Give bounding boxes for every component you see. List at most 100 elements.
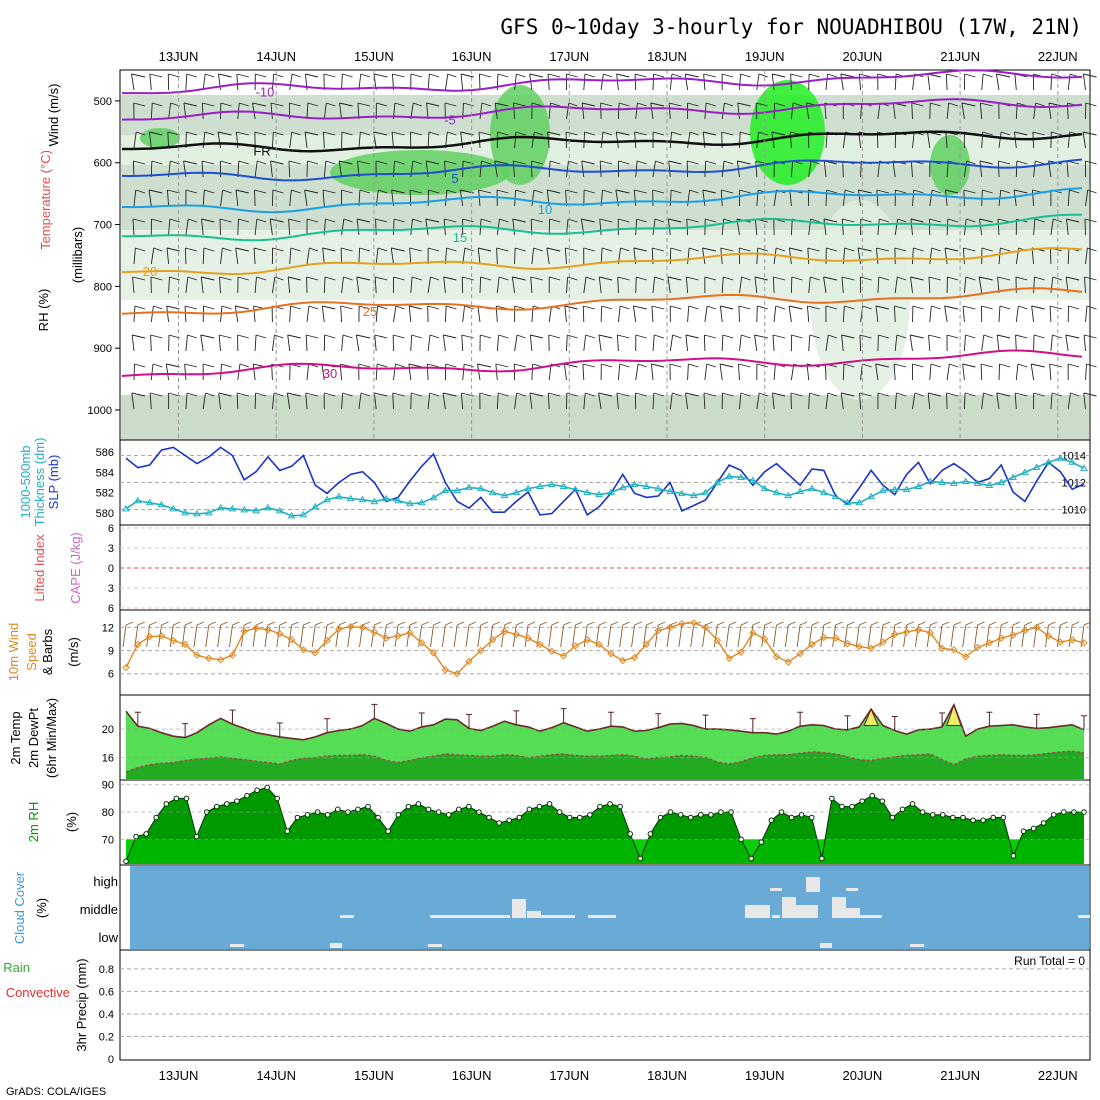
wind-barb-flag <box>723 160 734 165</box>
rh-tick-label: 70 <box>102 834 114 846</box>
thickness-point <box>193 509 201 517</box>
wind-barb-flag <box>186 392 198 397</box>
wind-barb <box>841 218 844 236</box>
wind-barb <box>754 276 758 294</box>
wind-barb-flag <box>1084 218 1097 223</box>
wind-speed-point <box>891 630 899 639</box>
wind-barb <box>929 189 933 207</box>
wind-speed-point <box>299 646 308 654</box>
wind-barb <box>790 73 792 91</box>
wind-barb-flag <box>894 305 907 310</box>
wind-barb <box>289 131 293 149</box>
rh-band <box>121 165 1089 230</box>
wind-barb-flag <box>791 276 803 281</box>
wind-barb <box>461 334 464 352</box>
minmax-title: (6hr Min/Max) <box>44 698 59 778</box>
rh-point <box>415 801 422 807</box>
wind-barb-flag <box>496 247 509 252</box>
wind-barb <box>393 305 397 323</box>
wind-barb <box>912 189 915 207</box>
wind-barb-flag <box>136 131 146 136</box>
wind-barb <box>165 363 170 381</box>
isotherm-line <box>122 69 1083 95</box>
thickness-line <box>125 457 1085 517</box>
wind-barb <box>375 247 379 265</box>
surface-wind-barb <box>1056 624 1061 648</box>
wind-barb-flag <box>928 334 941 339</box>
wind-barb <box>442 334 446 352</box>
isotherm-label: 20 <box>143 264 157 279</box>
wind-barb-flag <box>412 218 422 223</box>
wind-speed-point <box>394 632 402 640</box>
date-label-top: 16JUN <box>452 49 492 64</box>
cloud-bar <box>782 897 796 918</box>
wind-barb-flag <box>997 334 1011 339</box>
wind-barb <box>131 73 135 91</box>
wind-barb <box>477 305 481 323</box>
thickness-point <box>831 492 840 500</box>
rh-point <box>385 828 391 835</box>
surface-wind-barb-flag <box>338 621 347 626</box>
thickness-point <box>204 508 213 516</box>
wind-barb-flag <box>411 334 422 339</box>
wind-barb-flag <box>636 218 647 223</box>
wind-barb <box>237 218 239 236</box>
wind-barb-flag <box>306 334 319 339</box>
date-label-bottom: 16JUN <box>452 1068 492 1083</box>
wind-barb-flag <box>342 334 353 339</box>
thickness-point <box>181 508 190 516</box>
wind-barb-flag <box>186 131 198 136</box>
surface-wind-barb <box>359 624 363 648</box>
surface-wind-barb-flag <box>267 621 276 626</box>
surface-wind-barb <box>489 624 494 648</box>
cloud-title: Cloud Cover <box>12 871 27 944</box>
thickness-point <box>287 511 296 519</box>
wind-barb <box>200 276 204 294</box>
surface-wind-barb-flag <box>173 621 181 626</box>
surface-wind-barb-flag <box>882 621 891 626</box>
wind-barb <box>564 247 567 265</box>
wind-barb <box>600 305 603 323</box>
wind-barb <box>754 334 758 352</box>
surface-wind-barb-flag <box>433 621 441 626</box>
lifted-index-title: Lifted Index <box>32 534 47 602</box>
wind-barb <box>719 363 723 381</box>
surface-wind-barb-flag <box>303 621 311 626</box>
wind-barb-flag <box>655 160 665 165</box>
wind-barb-flag <box>1066 276 1080 281</box>
wind-barb <box>702 247 706 265</box>
wind-barb <box>634 73 637 91</box>
wind-barb-flag <box>237 276 249 281</box>
surface-wind-barb-flag <box>658 621 666 626</box>
wind-barb <box>150 160 153 178</box>
surface-wind-barb-flag <box>1001 621 1009 626</box>
wind-barb-flag <box>584 73 595 78</box>
thickness-point <box>264 503 272 511</box>
rh-point <box>193 833 200 840</box>
wind-barb <box>270 102 273 120</box>
wind-barb-flag <box>273 73 284 78</box>
wind-barb <box>1015 305 1019 323</box>
wind-barb-flag <box>1087 189 1097 194</box>
wind-barb <box>892 160 896 178</box>
wind-barb-flag <box>514 305 526 310</box>
surface-wind-barb-flag <box>149 621 157 626</box>
wind-barb <box>790 160 794 178</box>
wind-barb-flag <box>323 131 336 136</box>
wind-barb-flag <box>737 102 751 107</box>
date-label-bottom: 22JUN <box>1038 1068 1078 1083</box>
wind-barb <box>616 73 619 91</box>
wind-barb <box>981 392 984 410</box>
wind-barb-flag <box>169 276 180 281</box>
wind-barb-flag <box>602 131 613 136</box>
wind-barb <box>1065 334 1069 352</box>
cloud-bar <box>1078 915 1090 918</box>
wind-barb <box>704 305 708 323</box>
wind-barb-flag <box>1031 363 1045 368</box>
isotherm-label: -5 <box>444 112 456 127</box>
wind-barb-flag <box>980 363 993 368</box>
wind-speed-point <box>323 636 331 645</box>
wind-barb-flag <box>672 392 682 397</box>
wind-barb <box>514 334 518 352</box>
